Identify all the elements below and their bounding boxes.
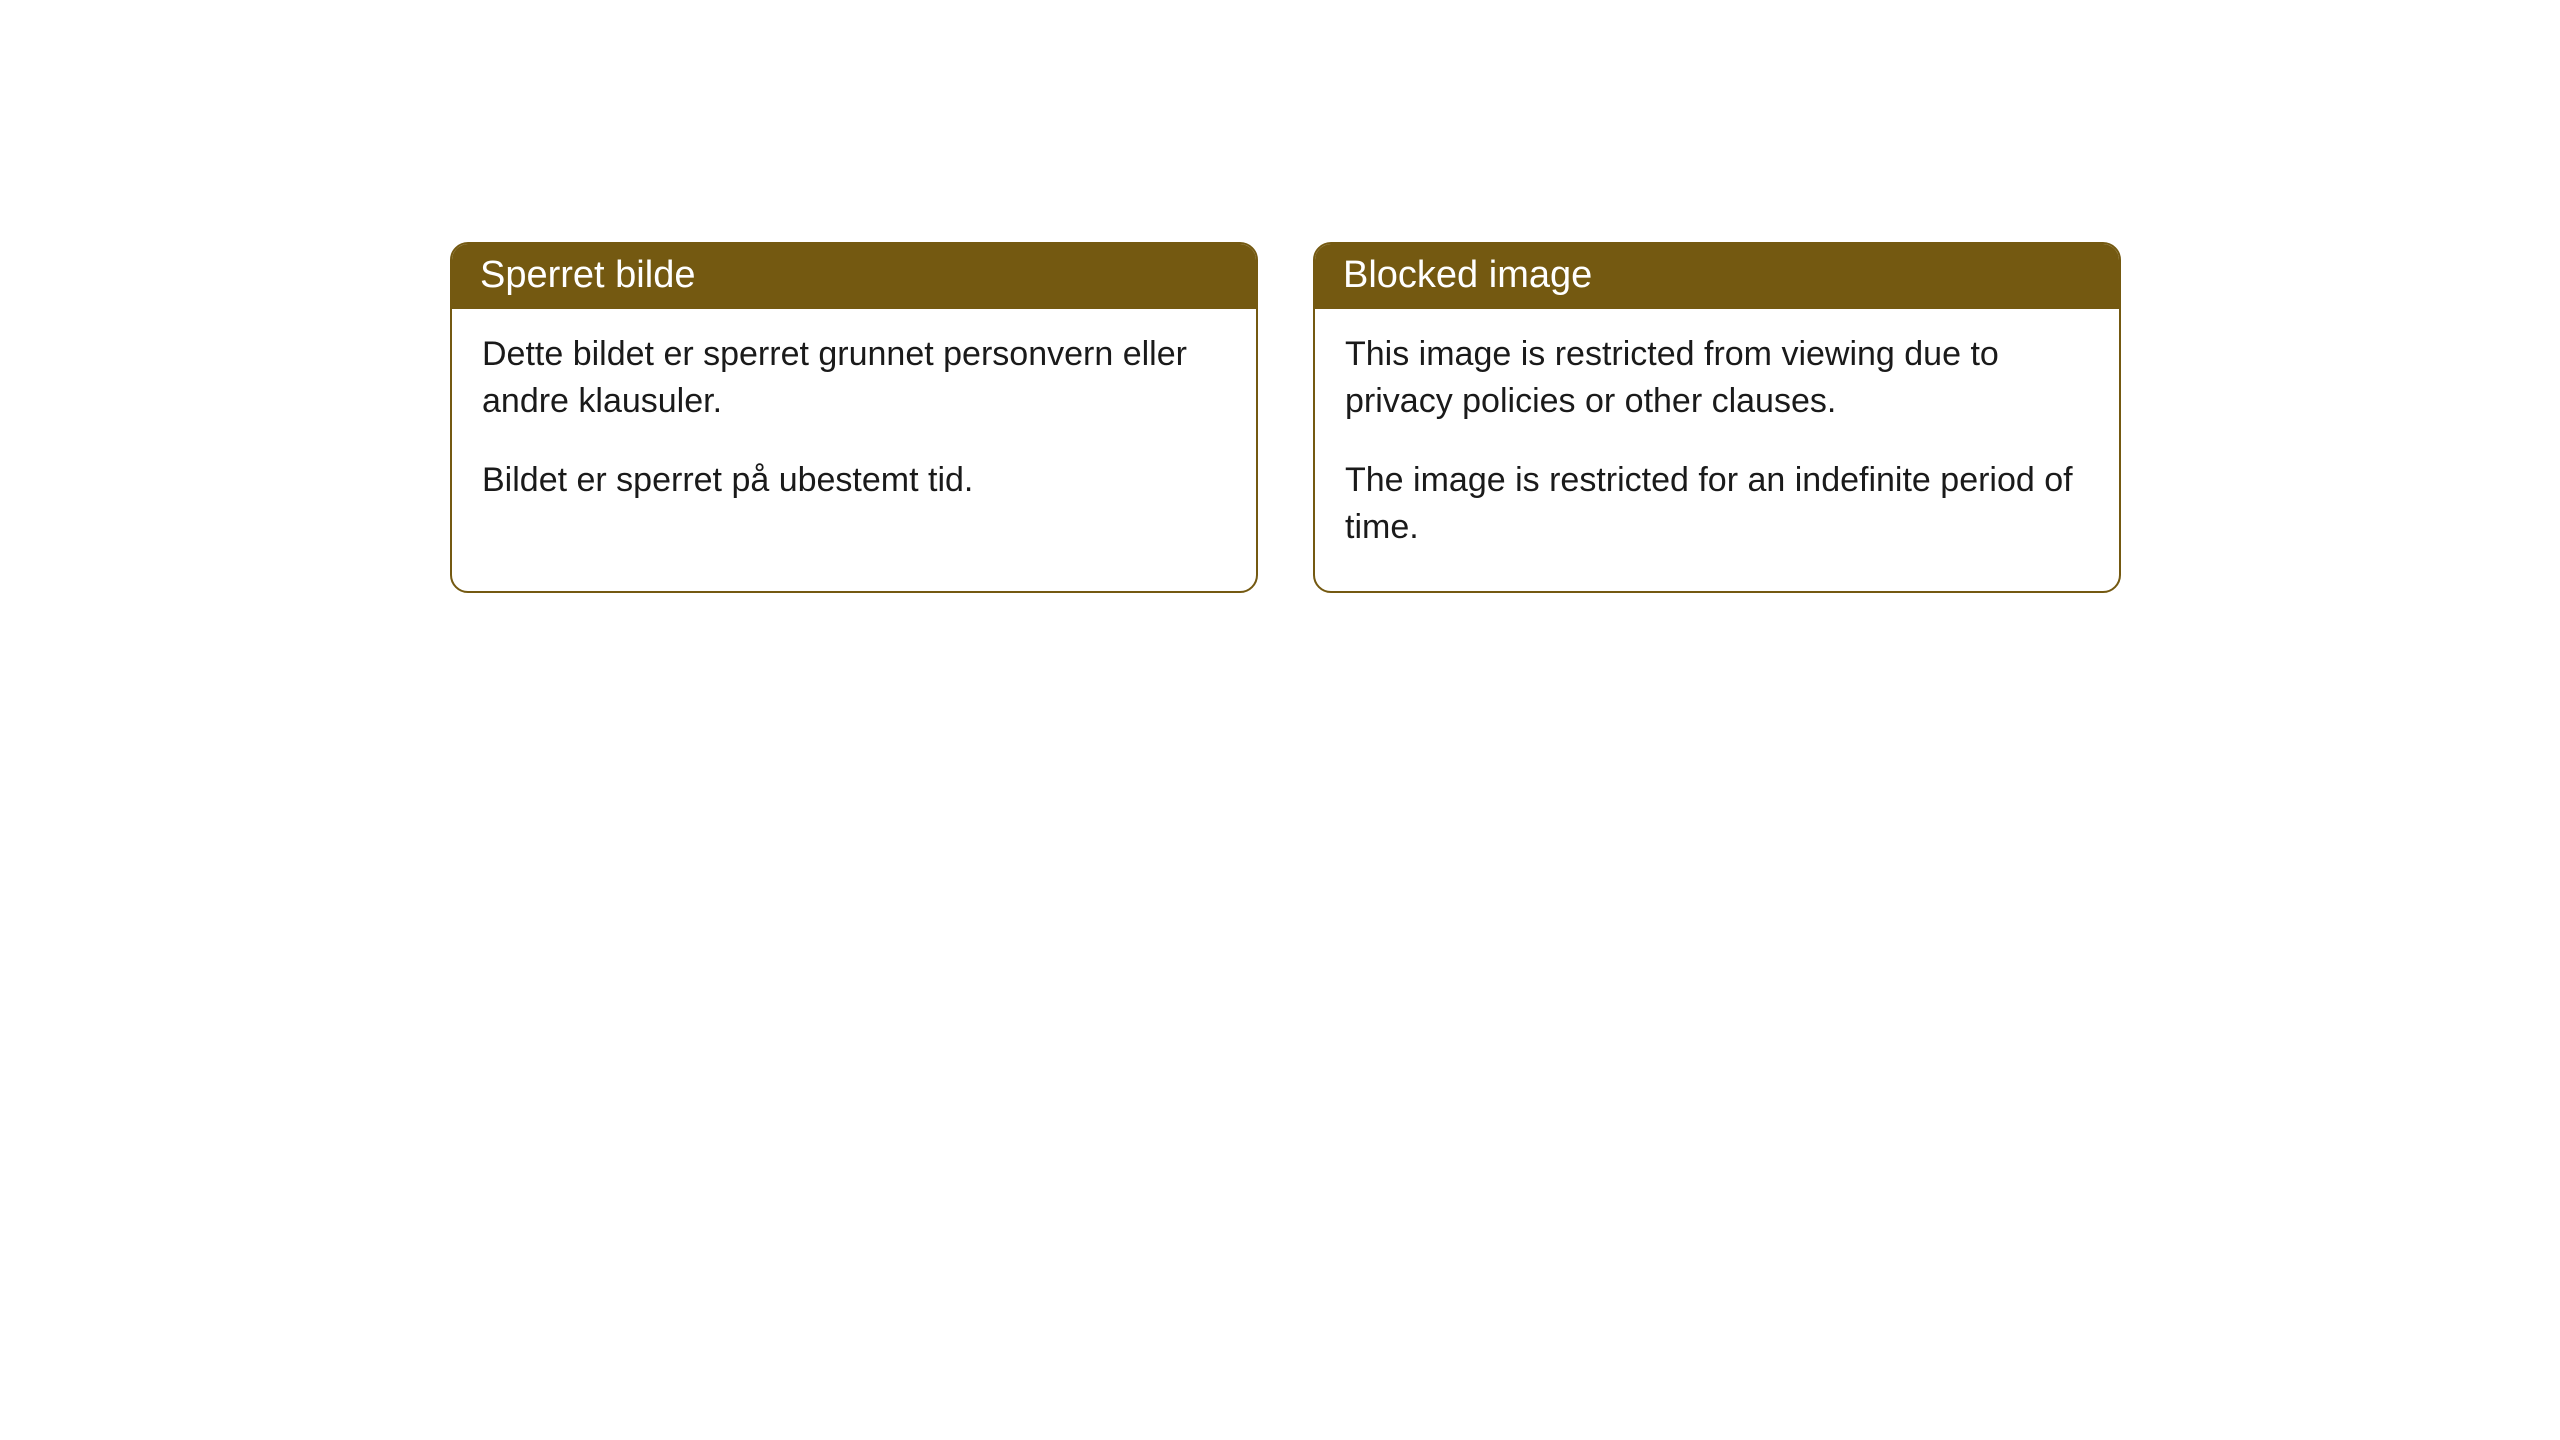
card-paragraph: Bildet er sperret på ubestemt tid. — [482, 457, 1226, 504]
card-header: Blocked image — [1315, 244, 2119, 309]
blocked-image-card-norwegian: Sperret bilde Dette bildet er sperret gr… — [450, 242, 1258, 593]
card-paragraph: The image is restricted for an indefinit… — [1345, 457, 2089, 551]
card-paragraph: This image is restricted from viewing du… — [1345, 331, 2089, 425]
notice-cards-container: Sperret bilde Dette bildet er sperret gr… — [450, 242, 2121, 593]
card-body: Dette bildet er sperret grunnet personve… — [452, 309, 1256, 544]
card-body: This image is restricted from viewing du… — [1315, 309, 2119, 591]
card-title: Blocked image — [1343, 254, 1592, 296]
card-paragraph: Dette bildet er sperret grunnet personve… — [482, 331, 1226, 425]
blocked-image-card-english: Blocked image This image is restricted f… — [1313, 242, 2121, 593]
card-header: Sperret bilde — [452, 244, 1256, 309]
card-title: Sperret bilde — [480, 254, 695, 296]
